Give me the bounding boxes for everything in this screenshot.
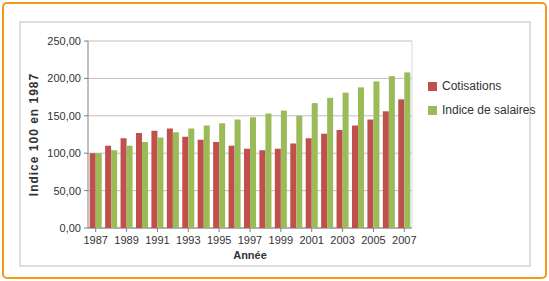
bar bbox=[198, 140, 204, 228]
bar bbox=[244, 149, 250, 228]
x-axis-title: Année bbox=[233, 249, 267, 261]
x-tick-label: 1997 bbox=[238, 234, 262, 246]
y-tick-label: 200,00 bbox=[47, 72, 81, 84]
y-tick bbox=[84, 78, 88, 79]
bar bbox=[188, 129, 194, 228]
bar bbox=[358, 87, 364, 228]
bar bbox=[105, 146, 111, 228]
bar bbox=[204, 126, 210, 228]
x-tick bbox=[373, 228, 374, 232]
x-tick bbox=[404, 228, 405, 232]
y-tick bbox=[84, 41, 88, 42]
bar bbox=[90, 153, 96, 228]
x-tick bbox=[311, 228, 312, 232]
bar bbox=[250, 117, 256, 228]
x-tick bbox=[280, 228, 281, 232]
bar bbox=[96, 153, 102, 228]
bar bbox=[383, 111, 389, 228]
x-tick bbox=[250, 228, 251, 232]
chart-svg: 0,00 50,00 100,00 150,00 200,00 250,00 1987 198… bbox=[0, 0, 549, 281]
y-axis bbox=[88, 41, 89, 228]
y-tick bbox=[84, 115, 88, 116]
grid-line bbox=[88, 41, 412, 42]
bar bbox=[127, 146, 133, 228]
x-tick-label: 1987 bbox=[83, 234, 107, 246]
x-tick bbox=[342, 228, 343, 232]
y-tick-label: 0,00 bbox=[60, 222, 81, 234]
x-tick-label: 2001 bbox=[299, 234, 323, 246]
bar bbox=[290, 143, 296, 228]
bar bbox=[111, 150, 117, 228]
bar bbox=[352, 126, 358, 228]
bar bbox=[136, 133, 142, 228]
bar bbox=[151, 131, 157, 228]
y-tick bbox=[84, 153, 88, 154]
legend-swatch bbox=[428, 82, 437, 91]
bar bbox=[182, 137, 188, 228]
bar bbox=[312, 103, 318, 228]
bar bbox=[327, 98, 333, 228]
x-tick bbox=[126, 228, 127, 232]
y-tick bbox=[84, 228, 88, 229]
bars bbox=[90, 72, 411, 228]
bar bbox=[281, 111, 287, 228]
legend-label: Cotisations bbox=[442, 79, 501, 93]
bar bbox=[235, 120, 241, 228]
y-axis-title: Indice 100 en 1987 bbox=[27, 73, 41, 196]
bar bbox=[173, 132, 179, 228]
x-tick bbox=[95, 228, 96, 232]
bar bbox=[367, 120, 373, 228]
bar bbox=[343, 93, 349, 228]
bar bbox=[404, 72, 410, 228]
x-tick bbox=[219, 228, 220, 232]
bar bbox=[296, 116, 302, 228]
bar bbox=[157, 137, 163, 228]
bar bbox=[167, 129, 173, 228]
grid-line bbox=[88, 78, 412, 79]
chart-frame bbox=[20, 22, 530, 266]
bar bbox=[275, 149, 281, 228]
x-tick-label: 1995 bbox=[207, 234, 231, 246]
x-tick-label: 2007 bbox=[392, 234, 416, 246]
bar bbox=[213, 142, 219, 228]
bar bbox=[321, 134, 327, 228]
legend-label: Indice de salaires bbox=[442, 103, 535, 117]
plot-right-edge bbox=[412, 41, 413, 228]
x-tick-label: 1999 bbox=[269, 234, 293, 246]
y-tick bbox=[84, 190, 88, 191]
outer-frame bbox=[3, 3, 546, 278]
y-tick-label: 50,00 bbox=[53, 185, 81, 197]
bar bbox=[389, 76, 395, 228]
bar bbox=[398, 99, 404, 228]
legend-swatch bbox=[428, 106, 437, 115]
y-tick-label: 250,00 bbox=[47, 35, 81, 47]
bar bbox=[229, 146, 235, 228]
bar bbox=[259, 150, 265, 228]
x-tick-label: 1993 bbox=[176, 234, 200, 246]
x-tick-label: 2005 bbox=[361, 234, 385, 246]
bar bbox=[306, 138, 312, 228]
chart-root: 0,00 50,00 100,00 150,00 200,00 250,00 1987 198… bbox=[0, 0, 549, 281]
x-tick bbox=[188, 228, 189, 232]
y-tick-label: 150,00 bbox=[47, 110, 81, 122]
bar bbox=[142, 142, 148, 228]
y-tick-label: 100,00 bbox=[47, 147, 81, 159]
bar bbox=[265, 114, 271, 228]
bar bbox=[219, 123, 225, 228]
bar bbox=[337, 130, 343, 228]
x-tick-label: 1989 bbox=[114, 234, 138, 246]
x-tick bbox=[157, 228, 158, 232]
x-tick-label: 2003 bbox=[330, 234, 354, 246]
bar bbox=[121, 138, 127, 228]
bar bbox=[373, 81, 379, 228]
x-tick-label: 1991 bbox=[145, 234, 169, 246]
